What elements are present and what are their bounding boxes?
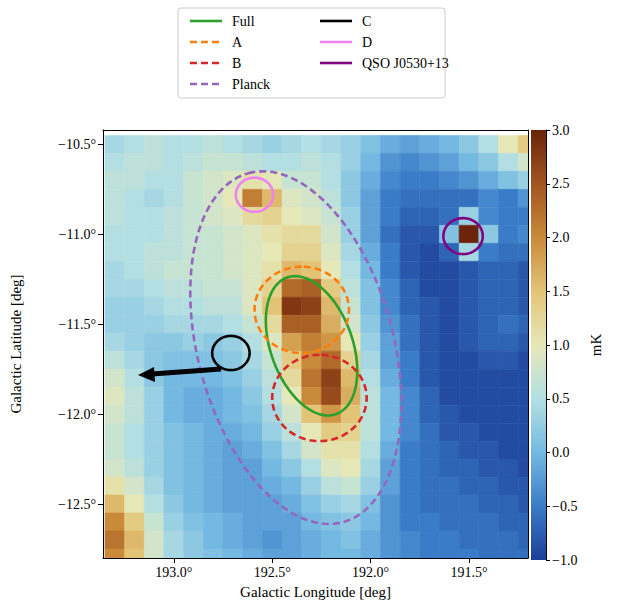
svg-text:−0.5: −0.5 [552, 499, 577, 514]
svg-text:191.5°: 191.5° [450, 565, 487, 580]
svg-text:−12.5°: −12.5° [58, 497, 96, 512]
svg-text:Galactic Longitude [deg]: Galactic Longitude [deg] [240, 584, 391, 600]
svg-text:193.0°: 193.0° [155, 565, 192, 580]
svg-text:2.0: 2.0 [552, 230, 570, 245]
svg-text:3.0: 3.0 [552, 123, 570, 138]
svg-text:2.5: 2.5 [552, 176, 570, 191]
svg-text:0.0: 0.0 [552, 445, 570, 460]
svg-text:A: A [232, 35, 243, 50]
svg-text:1.0: 1.0 [552, 338, 570, 353]
svg-text:−11.0°: −11.0° [59, 227, 96, 242]
svg-text:−11.5°: −11.5° [59, 317, 96, 332]
svg-text:0.5: 0.5 [552, 391, 570, 406]
svg-text:Full: Full [232, 14, 255, 29]
svg-text:192.0°: 192.0° [352, 565, 389, 580]
svg-text:192.5°: 192.5° [254, 565, 291, 580]
svg-text:−12.0°: −12.0° [58, 407, 96, 422]
svg-text:Galactic Latitude [deg]: Galactic Latitude [deg] [8, 274, 24, 413]
svg-text:QSO J0530+13: QSO J0530+13 [362, 56, 449, 71]
svg-text:1.5: 1.5 [552, 284, 570, 299]
svg-text:D: D [362, 35, 372, 50]
svg-text:mK: mK [588, 334, 604, 357]
svg-text:Planck: Planck [232, 77, 270, 92]
svg-text:B: B [232, 56, 241, 71]
svg-text:−1.0: −1.0 [552, 553, 577, 568]
svg-text:C: C [362, 14, 371, 29]
svg-text:−10.5°: −10.5° [58, 137, 96, 152]
